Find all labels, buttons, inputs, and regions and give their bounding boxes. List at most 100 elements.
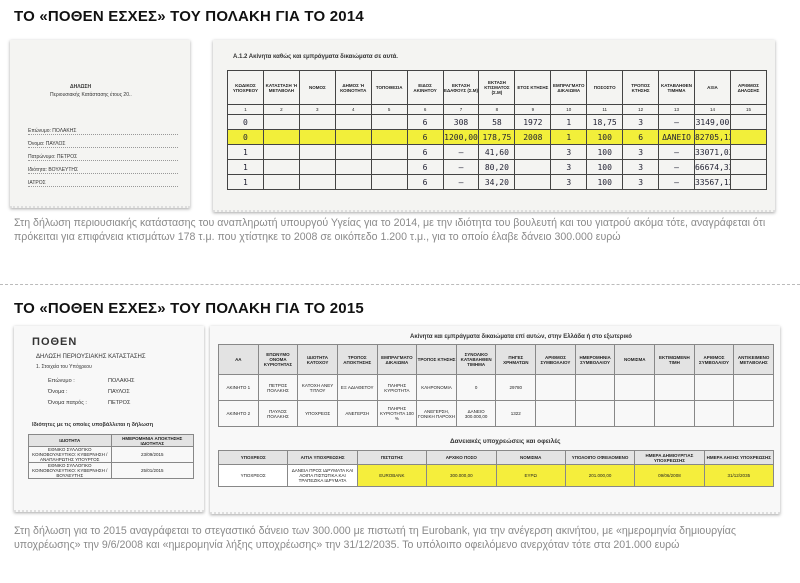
cell: ΑΚΙΝΗΤΟ 1: [218, 374, 259, 401]
cell: 3: [550, 144, 588, 160]
cell: [693, 400, 735, 427]
cell: 23/09/2015: [110, 446, 194, 463]
cell: [298, 114, 336, 130]
header-cell: ΠΟΣΟΣΤΟ: [586, 70, 624, 105]
cell: [729, 159, 768, 175]
column-number: 5: [370, 104, 408, 115]
header-cell: ΕΤΟΣ ΚΤΗΣΗΣ: [514, 70, 552, 105]
field-label: Επώνυμο :: [48, 378, 75, 384]
column-number: 8: [478, 104, 516, 115]
cell: [514, 159, 552, 175]
header-cell: ΕΚΤΑΣΗ ΚΤΙΣΜΑΤΟΣ (Σ.Μ): [478, 70, 516, 105]
cell: 308: [442, 114, 480, 130]
header-cell: ΑΙΤΙΑ ΥΠΟΧΡΕΩΣΗΣ: [287, 450, 358, 465]
cell: [370, 144, 408, 160]
header-cell: ΤΡΟΠΟΣ ΑΠΟΚΤΗΣΗΣ: [336, 344, 378, 375]
header-cell: ΥΠΟΛΟΙΠΟ ΟΦΕΙΛΟΜΕΝΟ: [564, 450, 636, 465]
cell: 18,75: [586, 114, 624, 130]
header-cell: ΕΜΠΡΑΓΜΑΤΟ ΔΙΚΑΙΩΜΑ: [550, 70, 588, 105]
header-cell: ΑΞΙΑ: [693, 70, 731, 105]
header-cell: ΙΔΙΟΤΗΤΑ: [28, 434, 112, 447]
cell: 3: [622, 144, 660, 160]
cell: 09/06/2008: [634, 464, 705, 487]
header-cell: ΗΜΕΡΑ ΔΗΜΙΟΥΡΓΙΑΣ ΥΠΟΧΡΕΩΣΗΣ: [634, 450, 705, 465]
data-row: 1 6–80,20 3 100 3–66674,32: [227, 159, 768, 175]
header-cell: ΥΠΟΧΡΕΟΣ: [217, 450, 289, 465]
cell: 1: [227, 144, 264, 160]
field-label: Όνομα :: [48, 389, 68, 395]
column-number: 12: [622, 104, 660, 115]
cell: [514, 174, 552, 190]
cell: ΠΕΤΡΟΣ ΠΟΛΑΚΗΣ: [257, 374, 299, 401]
cell: [298, 144, 336, 160]
form-line: Επώνυμο: ΠΟΛΑΚΗΣ: [28, 128, 178, 135]
header-cell: ΤΟΠΟΘΕΣΙΑ: [370, 70, 408, 105]
header-cell: ΗΜΕΡΟΜΗΝΙΑ ΣΥΜΒΟΛΑΙΟΥ: [574, 344, 616, 375]
header-row: ΑΑ ΕΠΩΝΥΜΟ ΟΝΟΜΑ ΚΥΡΙΟΤΗΤΑΣ ΙΔΙΟΤΗΤΑ ΚΑΤΟΧ…: [218, 344, 774, 375]
cell: [370, 114, 408, 130]
cell: ΕΞ ΑΔΙΑΘΕΤΟΥ: [336, 374, 378, 401]
assets-table: ΚΩΔΙΚΟΣ ΥΠΟΧΡΕΟΥ ΚΑΤΑΣΤΑΣΗ Ή ΜΕΤΑΒΟΛΗ ΝΟΜΟ…: [227, 70, 768, 190]
column-number: 7: [442, 104, 480, 115]
loan-table: ΥΠΟΧΡΕΟΣ ΑΙΤΙΑ ΥΠΟΧΡΕΩΣΗΣ ΠΙΣΤΩΤΗΣ ΑΡΧΙΚΟ Π…: [217, 450, 775, 487]
field-value: ΠΟΛΑΚΗΣ: [108, 378, 135, 384]
header-cell: ΑΝΤΙΚΕΙΜΕΝΟ ΜΕΤΑΒΟΛΗΣ: [733, 344, 774, 375]
cell: 3: [622, 159, 660, 175]
column-number: 13: [658, 104, 695, 115]
cell: ΔΑΝΕΙΟ: [658, 129, 695, 145]
data-row: 0 6 1200,00 178,75 2008 1 100 6 ΔΑΝΕΙΟ 82705,12: [227, 129, 768, 145]
cell: 41,60: [478, 144, 516, 160]
header-cell: ΑΑ: [218, 344, 259, 375]
header-row: ΙΔΙΟΤΗΤΑ ΗΜΕΡΟΜΗΝΙΑ ΑΠΟΚΤΗΣΗΣ ΙΔΙΟΤΗΤΑΣ: [28, 434, 194, 447]
cell: 100: [586, 174, 624, 190]
cell: ΚΑΤΟΧΗ ΑΝΕΥ ΤΙΤΛΟΥ: [297, 374, 338, 401]
cell: 0: [227, 129, 264, 145]
cell: ΑΝΕΓΕΡΣΗ: [336, 400, 378, 427]
header-cell: ΑΡΙΘΜΟΣ ΣΥΜΒΟΛΑΙΟΥ: [535, 344, 576, 375]
field-row: Όνομα πατρός : ΠΕΤΡΟΣ: [32, 400, 192, 411]
cell: 3: [622, 114, 660, 130]
cell: ΔΑΝΕΙΑ ΠΡΟΣ ΙΔΡΥΜΑΤΑ ΚΑΙ ΛΟΙΠΑ ΠΙΣΤΩΤΙΚΑ…: [287, 464, 358, 487]
property-table: ΑΑ ΕΠΩΝΥΜΟ ΟΝΟΜΑ ΚΥΡΙΟΤΗΤΑΣ ΙΔΙΟΤΗΤΑ ΚΑΤΟΧ…: [218, 344, 774, 427]
form-line: Πατρώνυμο: ΠΕΤΡΟΣ: [28, 154, 178, 161]
cell: [614, 374, 656, 401]
cell: [514, 144, 552, 160]
header-cell: ΑΡΧΙΚΟ ΠΟΣΟ: [426, 450, 497, 465]
cell: –: [658, 114, 695, 130]
cell: 6: [406, 144, 444, 160]
cell: 3: [550, 174, 588, 190]
cell: [733, 374, 774, 401]
caption: Στη δήλωση για το 2015 αναγράφεται το στ…: [14, 525, 737, 551]
header-cell: ΑΡΙΘΜΟΣ ΔΗΛΩΣΗΣ: [729, 70, 768, 105]
column-number: 11: [586, 104, 624, 115]
column-number: 2: [262, 104, 300, 115]
header-cell: ΠΗΓΕΣ ΧΡΗΜΑΤΩΝ: [495, 344, 537, 375]
separator: [0, 284, 800, 285]
cell: ΔΑΝΕΙΟ 300.000,00: [455, 400, 497, 427]
header-cell: ΕΜΠΡΑΓΜΑΤΟ ΔΙΚΑΙΩΜΑ: [376, 344, 418, 375]
cell: ΠΑΥΛΟΣ ΠΟΛΑΚΗΣ: [257, 400, 299, 427]
cell: ΥΠΟΧΡΕΟΣ: [297, 400, 338, 427]
cell: [298, 159, 336, 175]
cell: ΑΝΕΓΕΡΣΗ, ΓΟΝΙΚΗ ΠΑΡΟΧΗ: [416, 400, 457, 427]
cell: 100: [586, 129, 624, 145]
cell: 6: [622, 129, 660, 145]
column-number: 4: [334, 104, 372, 115]
data-row: ΑΚΙΝΗΤΟ 1 ΠΕΤΡΟΣ ΠΟΛΑΚΗΣ ΚΑΤΟΧΗ ΑΝΕΥ ΤΙΤΛΟ…: [218, 374, 774, 401]
loan-heading: Δανειακές υποχρεώσεις και οφειλές: [450, 438, 561, 445]
cell: [370, 159, 408, 175]
cell: ΕΘΝΙΚΟ ΣΥΛΛΟΓΙΚΟ ΚΟΙΝΟΒΟΥΛΕΥΤΙΚΟ: ΚΥΒΕΡΝ…: [28, 446, 112, 463]
cell: 6: [406, 129, 444, 145]
header-cell: ΕΙΔΟΣ ΑΚΙΝΗΤΟΥ: [406, 70, 444, 105]
cell: 6: [406, 174, 444, 190]
form-heading: ΔΗΛΩΣΗ ΠΕΡΙΟΥΣΙΑΚΗΣ ΚΑΤΑΣΤΑΣΗΣ: [36, 354, 146, 360]
cell: [729, 174, 768, 190]
cell: ΑΚΙΝΗΤΟ 2: [218, 400, 259, 427]
cell: 58: [478, 114, 516, 130]
cell: 29780: [495, 374, 537, 401]
data-row: ΑΚΙΝΗΤΟ 2 ΠΑΥΛΟΣ ΠΟΛΑΚΗΣ ΥΠΟΧΡΕΟΣ ΑΝΕΓΕΡΣΗ Π…: [218, 400, 774, 427]
cell: 2008: [514, 129, 552, 145]
form-lines: Επώνυμο: ΠΟΛΑΚΗΣ Όνομα: ΠΑΥΛΟΣ Πατρώνυμο: …: [28, 128, 178, 193]
cell: [729, 114, 768, 130]
cell: 66674,32: [693, 159, 731, 175]
